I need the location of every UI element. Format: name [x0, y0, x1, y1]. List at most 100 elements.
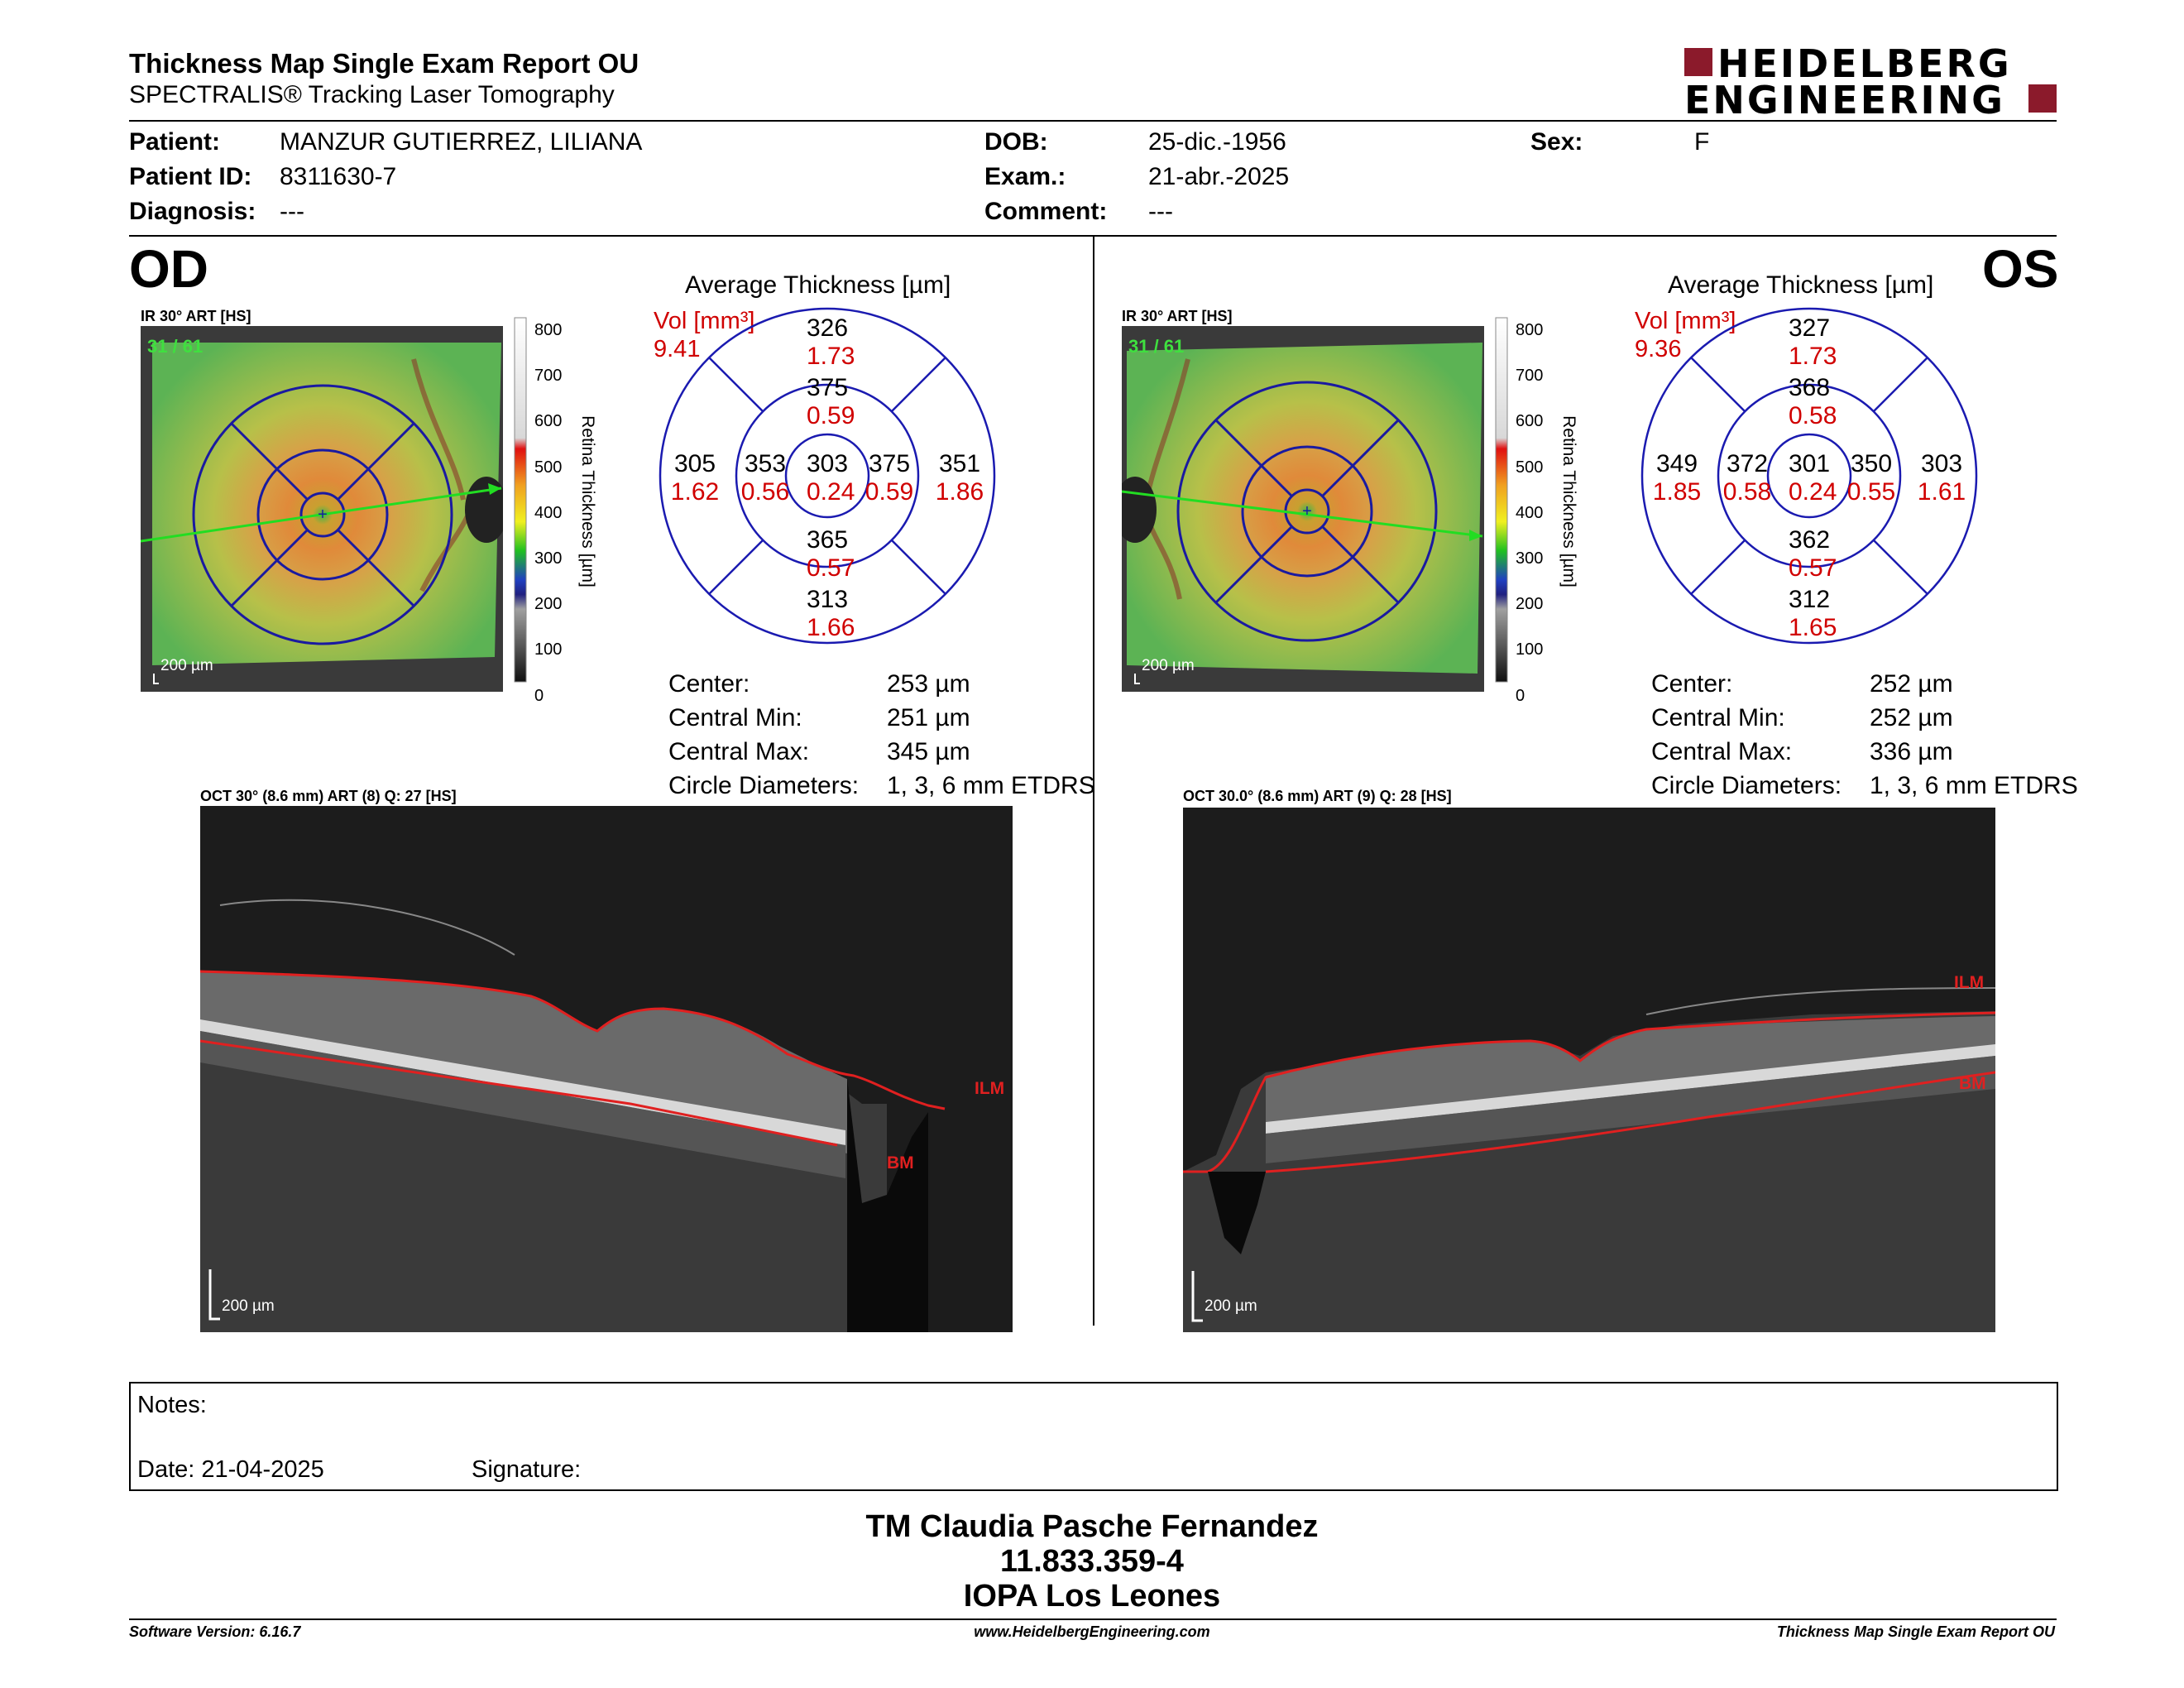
os-tick-100: 100: [1516, 640, 1544, 659]
os-avg-title: Average Thickness [µm]: [1668, 271, 1934, 299]
od-oct-scan: ILM BM 200 µm: [199, 806, 1013, 1332]
os-colorbar-title: Retina Thickness [µm]: [1559, 415, 1578, 587]
notes-box[interactable]: Notes: Date: 21-04-2025 Signature:: [129, 1382, 2058, 1491]
sex-label: Sex:: [1530, 128, 1583, 156]
os-tick-600: 600: [1516, 412, 1544, 431]
os-vol-value: 9.36: [1635, 336, 1682, 362]
od-ilm-label: ILM: [975, 1079, 1005, 1098]
os-inner-left-v: 0.58: [1722, 478, 1772, 506]
os-inner-inf-t: 362: [1789, 526, 1831, 554]
comment-label: Comment:: [984, 198, 1108, 225]
os-center-t: 301: [1789, 450, 1831, 477]
os-tick-200: 200: [1516, 595, 1544, 614]
od-tick-500: 500: [534, 458, 563, 477]
footer-report-name: Thickness Map Single Exam Report OU: [1776, 1623, 2055, 1640]
patient-id-label: Patient ID:: [129, 163, 252, 190]
od-inner-sup-v: 0.59: [807, 402, 855, 429]
od-etdrs-grid: [658, 306, 997, 645]
diagnosis: ---: [280, 198, 304, 225]
os-eye-label: OS: [1982, 239, 2059, 299]
os-cmin-label: Central Min:: [1651, 704, 1785, 731]
od-inner-right-v: 0.59: [864, 478, 914, 506]
os-cmin-value: 252 µm: [1870, 704, 1953, 731]
os-outer-right-v: 1.61: [1917, 478, 1966, 506]
organization: IOPA Los Leones: [963, 1579, 1221, 1614]
os-ir-scale: 200 µm: [1142, 657, 1195, 674]
od-cmax-value: 345 µm: [887, 738, 970, 765]
os-inner-right-v: 0.55: [1846, 478, 1896, 506]
os-inner-sup-v: 0.58: [1789, 402, 1837, 429]
patient-label: Patient:: [129, 128, 221, 156]
technician-id: 11.833.359-4: [1000, 1544, 1184, 1579]
od-outer-inf-v: 1.66: [807, 614, 855, 641]
od-center-t: 303: [807, 450, 849, 477]
os-center-v: 0.24: [1789, 478, 1837, 506]
sex: F: [1694, 128, 1710, 156]
patient-rule: [129, 235, 2057, 237]
od-ir-image: + 31 / 61 200 µm: [140, 326, 508, 692]
od-outer-inf-t: 313: [807, 586, 849, 613]
os-outer-left-t: 349: [1655, 450, 1698, 477]
od-cmin-value: 251 µm: [887, 704, 970, 731]
os-center-value: 252 µm: [1870, 670, 1953, 698]
os-ir-counter: 31 / 61: [1128, 336, 1185, 357]
os-outer-left-v: 1.85: [1652, 478, 1702, 506]
patient-name: MANZUR GUTIERREZ, LILIANA: [280, 128, 643, 156]
os-tick-800: 800: [1516, 321, 1544, 339]
footer-website[interactable]: www.HeidelbergEngineering.com: [974, 1623, 1210, 1640]
os-oct-scale: 200 µm: [1205, 1297, 1257, 1315]
od-tick-100: 100: [534, 640, 563, 659]
od-colorbar-ticks: 800 700 600 500 400 300 200 100 0: [534, 308, 562, 719]
od-outer-sup-t: 326: [807, 314, 849, 342]
os-diam-value: 1, 3, 6 mm ETDRS: [1870, 772, 2078, 799]
os-tick-400: 400: [1516, 503, 1544, 522]
od-tick-400: 400: [534, 503, 563, 522]
os-oct-label: OCT 30.0° (8.6 mm) ART (9) Q: 28 [HS]: [1183, 788, 1452, 804]
svg-text:+: +: [1302, 502, 1312, 520]
od-colorbar: [513, 314, 596, 687]
patient-id: 8311630-7: [280, 163, 397, 190]
od-outer-sup-v: 1.73: [807, 343, 855, 370]
od-center-value: 253 µm: [887, 670, 970, 698]
os-inner-sup-t: 368: [1789, 374, 1831, 401]
od-ir-label: IR 30° ART [HS]: [141, 308, 251, 324]
od-cmin-label: Central Min:: [668, 704, 802, 731]
signature-label: Signature:: [472, 1456, 582, 1483]
dob: 25-dic.-1956: [1148, 128, 1286, 156]
os-inner-left-t: 372: [1726, 450, 1769, 477]
od-tick-600: 600: [534, 412, 563, 431]
od-tick-800: 800: [534, 321, 563, 339]
os-cmax-label: Central Max:: [1651, 738, 1793, 765]
svg-text:+: +: [318, 506, 328, 524]
od-inner-inf-t: 365: [807, 526, 849, 554]
logo-line2: ENGINEERING: [1684, 78, 2005, 122]
footer-version: Software Version: 6.16.7: [129, 1623, 301, 1640]
os-bm-label: BM: [1959, 1074, 1986, 1093]
od-tick-300: 300: [534, 549, 563, 568]
os-vol-label: Vol [mm³]: [1635, 308, 1736, 334]
os-inner-inf-v: 0.57: [1789, 554, 1837, 582]
os-etdrs-grid: [1640, 306, 1979, 645]
os-inner-right-t: 350: [1850, 450, 1893, 477]
os-outer-sup-v: 1.73: [1789, 343, 1837, 370]
od-cmax-label: Central Max:: [668, 738, 810, 765]
report-title: Thickness Map Single Exam Report OU: [129, 48, 639, 79]
od-inner-left-v: 0.56: [740, 478, 790, 506]
od-colorbar-title: Retina Thickness [µm]: [578, 415, 597, 587]
os-diam-label: Circle Diameters:: [1651, 772, 1842, 799]
od-vol-label: Vol [mm³]: [654, 308, 755, 334]
od-diam-value: 1, 3, 6 mm ETDRS: [887, 772, 1095, 799]
od-tick-200: 200: [534, 595, 563, 614]
od-inner-left-t: 353: [744, 450, 787, 477]
od-center-v: 0.24: [807, 478, 855, 506]
od-center-label: Center:: [668, 670, 750, 698]
os-center-label: Center:: [1651, 670, 1733, 698]
os-cmax-value: 336 µm: [1870, 738, 1953, 765]
heidelberg-logo: HEIDELBERG ENGINEERING: [1684, 41, 2065, 122]
os-ir-label: IR 30° ART [HS]: [1122, 308, 1233, 324]
os-tick-0: 0: [1516, 686, 1525, 705]
notes-label: Notes:: [137, 1392, 207, 1418]
os-outer-right-t: 303: [1920, 450, 1963, 477]
dob-label: DOB:: [984, 128, 1048, 156]
comment: ---: [1148, 198, 1173, 225]
